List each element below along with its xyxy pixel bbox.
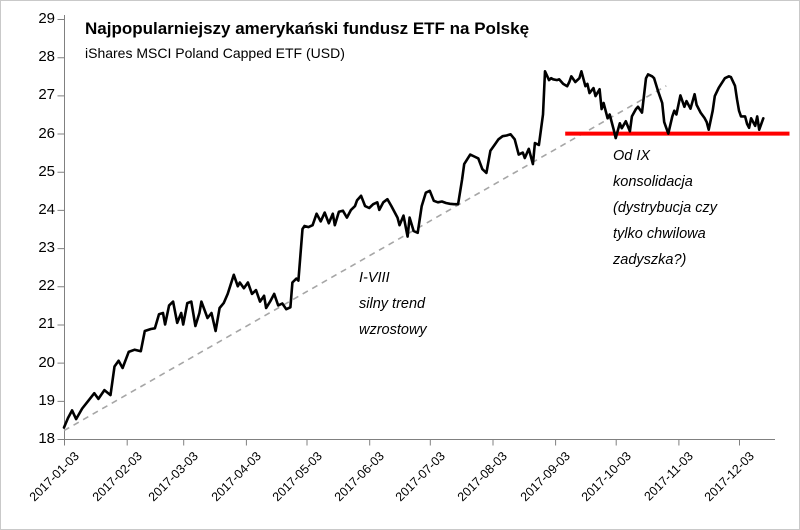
chart-subtitle: iShares MSCI Poland Capped ETF (USD) — [85, 45, 345, 61]
y-tick-label: 28 — [38, 48, 55, 66]
y-tick-label: 23 — [38, 239, 55, 257]
y-tick-label: 29 — [38, 10, 55, 28]
price-line — [62, 70, 765, 429]
y-tick-label: 22 — [38, 277, 55, 295]
y-tick-label: 26 — [38, 124, 55, 142]
y-tick-label: 20 — [38, 353, 55, 371]
chart-title: Najpopularniejszy amerykański fundusz ET… — [85, 19, 530, 38]
annotation-consolidation: Od IX konsolidacja (dystrybucja czy tylk… — [613, 148, 717, 268]
y-tick-label: 18 — [38, 430, 55, 447]
y-tick-label: 21 — [38, 315, 55, 333]
y-axis-ticks — [57, 19, 65, 440]
y-tick-label: 25 — [38, 162, 55, 180]
y-tick-label: 27 — [38, 86, 55, 104]
trendline-dashed — [63, 85, 667, 432]
y-tick-label: 24 — [38, 200, 55, 218]
y-tick-label: 19 — [38, 391, 55, 409]
x-axis-ticks — [64, 439, 740, 446]
annotation-uptrend: I-VIII silny trend wzrostowy — [359, 270, 427, 338]
